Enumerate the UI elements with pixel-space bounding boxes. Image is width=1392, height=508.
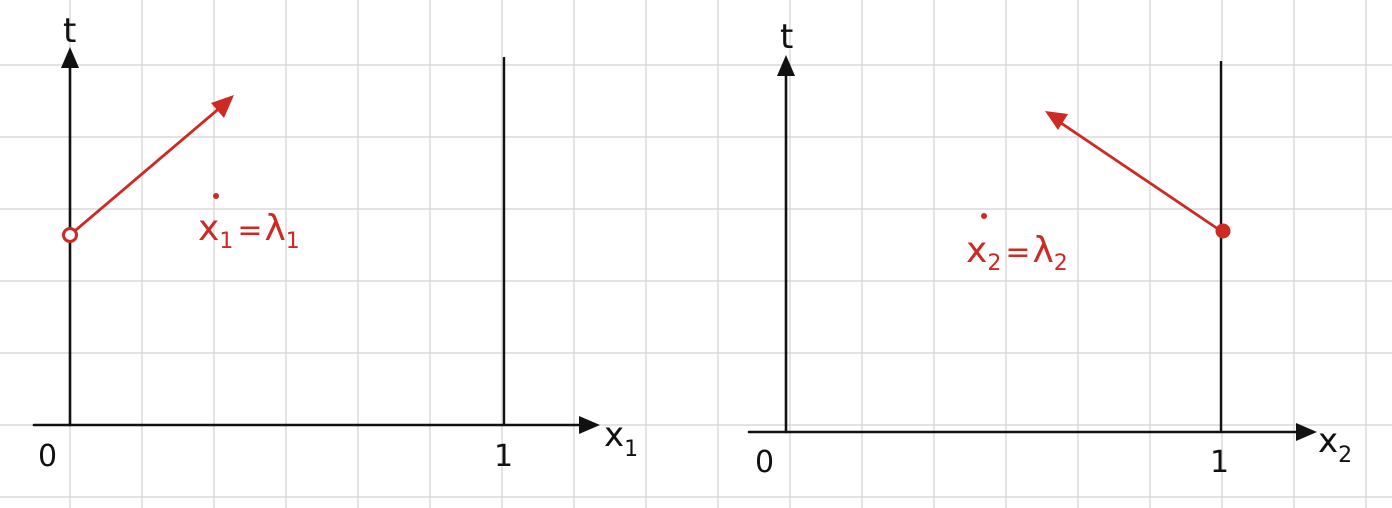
start-point-left — [62, 227, 78, 243]
left-panel: t 0 1 x1 x1 =λ1 — [32, 11, 638, 474]
characteristic-arrowhead-left — [211, 95, 234, 118]
equation-left: x1 =λ1 — [198, 208, 300, 254]
start-point-right — [1215, 223, 1231, 239]
time-derivative-dot-left — [213, 193, 219, 199]
t-axis-label-left: t — [63, 11, 76, 51]
one-label-left: 1 — [494, 439, 513, 474]
one-label-right: 1 — [1210, 445, 1229, 480]
equation-right: x2 =λ2 — [966, 230, 1068, 276]
t-axis-arrowhead-right — [777, 55, 795, 76]
x-axis-label-right: x2 — [1318, 421, 1352, 468]
origin-label-left: 0 — [38, 439, 57, 474]
characteristic-arrowhead-right — [1045, 111, 1068, 130]
t-axis-label-right: t — [780, 17, 793, 57]
t-axis-arrowhead-left — [61, 47, 79, 68]
time-derivative-dot-right — [981, 213, 987, 219]
characteristic-arrow-left — [68, 104, 224, 237]
right-panel: t 0 1 x2 x2 =λ2 — [747, 17, 1352, 480]
x-axis-arrowhead-left — [579, 416, 600, 434]
x-axis-label-left: x1 — [604, 415, 638, 462]
x-axis-arrowhead-right — [1296, 423, 1317, 441]
characteristic-arrow-right — [1056, 119, 1223, 233]
origin-label-right: 0 — [755, 445, 774, 480]
